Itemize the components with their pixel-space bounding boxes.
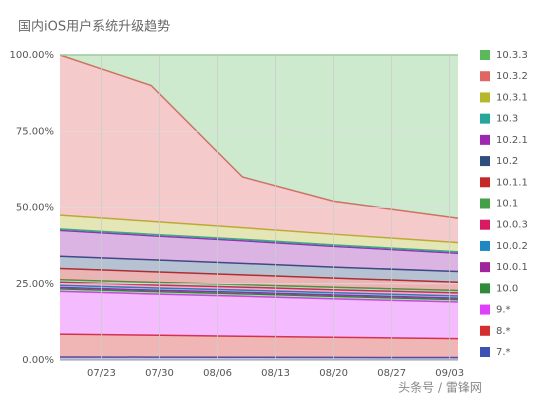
legend-swatch	[480, 177, 490, 188]
y-tick-label: 100.00%	[10, 50, 55, 61]
legend-swatch	[480, 347, 490, 357]
series-line	[59, 255, 459, 273]
x-tick-label: 07/30	[145, 368, 174, 379]
series-line	[59, 288, 459, 301]
legend-label: 10.3.1	[496, 92, 528, 103]
series-line	[59, 284, 459, 297]
series-line	[59, 333, 459, 340]
y-tick-label: 50.00%	[16, 203, 54, 214]
legend-label: 10.3.2	[496, 71, 528, 82]
legend-label: 10.2	[496, 156, 518, 167]
legend-swatch	[480, 283, 490, 294]
series-line	[59, 290, 459, 303]
x-tick-label: 08/20	[319, 368, 348, 379]
legend-swatch	[480, 113, 490, 124]
series-line	[59, 214, 459, 244]
y-tick-label: 75.00%	[16, 126, 54, 137]
legend-label: 10.2.1	[496, 135, 528, 146]
legend-swatch	[480, 325, 490, 336]
legend-label: 10.1	[496, 199, 518, 210]
legend-label: 9.*	[496, 305, 511, 316]
series-line	[59, 267, 459, 283]
series-line	[59, 279, 459, 292]
series-line	[59, 286, 459, 299]
series-line	[59, 228, 459, 253]
legend-label: 10.0.2	[496, 241, 528, 252]
legend-swatch	[480, 304, 490, 315]
legend-label: 7.*	[496, 347, 511, 358]
legend-swatch	[480, 134, 490, 145]
legend-swatch	[480, 240, 490, 251]
x-tick-label: 07/23	[87, 368, 116, 379]
area-fill	[60, 55, 458, 219]
x-tick-label: 08/27	[377, 368, 406, 379]
legend-label: 8.*	[496, 326, 511, 337]
legend-swatch	[480, 92, 490, 103]
y-tick-label: 0.00%	[22, 355, 54, 366]
x-tick-label: 08/06	[203, 368, 232, 379]
y-tick-label: 25.00%	[16, 279, 54, 290]
legend-swatch	[480, 50, 490, 60]
legend-swatch	[480, 198, 490, 209]
legend-label: 10.0	[496, 283, 518, 294]
legend-label: 10.3	[496, 114, 518, 125]
legend-label: 10.3.3	[496, 50, 528, 61]
legend-label: 10.1.1	[496, 177, 528, 188]
legend-swatch	[480, 71, 490, 82]
legend-swatch	[480, 156, 490, 167]
watermark: 头条号 / 雷锋网	[398, 381, 482, 395]
series-line	[59, 356, 459, 359]
legend-label: 10.0.3	[496, 220, 528, 231]
legend-label: 10.0.1	[496, 262, 528, 273]
x-tick-label: 08/13	[261, 368, 290, 379]
legend-swatch	[480, 262, 490, 273]
chart-title: 国内iOS用户系统升级趋势	[18, 19, 170, 35]
series-line	[59, 54, 459, 219]
x-tick-label: 09/03	[435, 368, 464, 379]
series-line	[59, 229, 459, 254]
legend-swatch	[480, 219, 490, 230]
